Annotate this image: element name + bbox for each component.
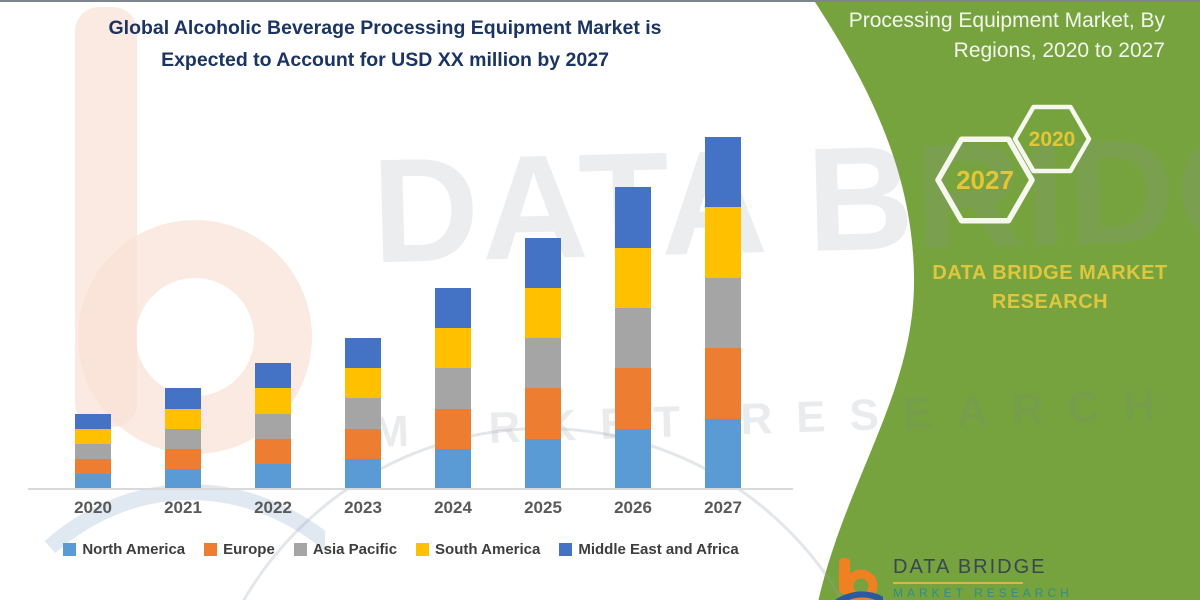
x-axis-label-2026: 2026 [614,498,652,517]
green-side-panel [815,2,1200,600]
legend-swatch-icon [416,543,430,556]
bar-segment-2025-north-america [525,438,561,489]
bar-segment-2022-south-america [255,388,291,414]
hexagon-2027-outline [935,136,1035,224]
bar-segment-2022-north-america [255,463,291,489]
legend-item-middle-east-and-africa: Middle East and Africa [559,541,739,558]
bar-segment-2026-europe [615,368,651,429]
bar-segment-2025-europe [525,388,561,439]
x-axis-label-2021: 2021 [164,498,202,517]
bar-segment-2020-asia-pacific [75,443,111,459]
year-hexagons: 2027 2020 [935,104,1092,224]
bar-segment-2020-north-america [75,473,111,489]
legend-label: Europe [223,541,275,558]
legend-swatch-icon [293,543,307,556]
hexagon-2027-label: 2027 [956,165,1014,195]
legend-label: Middle East and Africa [578,541,739,558]
bar-segment-2027-middle-east-and-africa [705,136,741,208]
legend-label: Asia Pacific [312,541,398,558]
chart-title-line1: Global Alcoholic Beverage Processing Equ… [108,17,662,39]
bar-segment-2021-middle-east-and-africa [165,388,201,409]
bar-segment-2022-europe [255,438,291,464]
bar-segment-2023-middle-east-and-africa [345,338,381,369]
hexagon-2020-outline [1012,104,1092,174]
bar-segment-2022-middle-east-and-africa [255,363,291,389]
bar-segment-2021-south-america [165,408,201,429]
bar-segment-2020-middle-east-and-africa [75,413,111,429]
chart-legend: North America Europe Asia Pacific South Ame… [30,541,772,558]
x-axis-label-2022: 2022 [254,498,292,517]
bar-segment-2024-south-america [435,328,471,369]
x-axis-label-2027: 2027 [704,498,742,517]
bar-segment-2027-north-america [705,418,741,489]
bar-segment-2024-north-america [435,448,471,489]
legend-label: North America [82,541,186,558]
brand-name-line1: DATA BRIDGE MARKET [932,262,1168,284]
footer-logo-b-icon [835,558,883,600]
bar-segment-2024-europe [435,408,471,449]
bar-segment-2024-asia-pacific [435,368,471,409]
side-heading-line1: Processing Equipment Market, By [848,9,1165,32]
bar-segment-2020-europe [75,458,111,474]
legend-swatch-icon [63,543,77,556]
legend-item-asia-pacific: Asia Pacific [293,541,398,558]
bar-segment-2025-asia-pacific [525,338,561,389]
footer-logo-text: DATA BRIDGE MARKET RESEARCH [893,556,1073,600]
side-panel-heading: Global Alcoholic Beverage Processing Equ… [840,2,1165,66]
bar-segment-2027-south-america [705,207,741,278]
bar-segment-2027-europe [705,348,741,419]
footer-logo: DATA BRIDGE MARKET RESEARCH [835,556,1073,600]
footer-logo-sub: MARKET RESEARCH [893,586,1073,600]
x-axis-label-2025: 2025 [524,498,562,517]
chart-title-line2: Expected to Account for USD XX million b… [161,49,609,71]
x-axis-label-2023: 2023 [344,498,382,517]
bar-segment-2026-south-america [615,247,651,308]
bar-segment-2023-europe [345,428,381,459]
bar-segment-2024-middle-east-and-africa [435,287,471,329]
bar-segment-2027-asia-pacific [705,277,741,349]
bar-segment-2021-north-america [165,468,201,489]
bar-segment-2023-south-america [345,368,381,399]
legend-item-europe: Europe [204,541,275,558]
legend-item-north-america: North America [63,541,185,558]
bar-segment-2020-south-america [75,428,111,444]
side-heading-line2: Regions, 2020 to 2027 [953,39,1165,62]
bar-segment-2023-north-america [345,458,381,489]
bar-segment-2025-south-america [525,287,561,339]
x-axis-line [28,488,793,490]
bar-segment-2026-north-america [615,428,651,489]
legend-swatch-icon [559,543,573,556]
brand-name: DATA BRIDGE MARKET RESEARCH [900,259,1200,317]
bar-segment-2022-asia-pacific [255,413,291,439]
x-axis-label-2024: 2024 [434,498,472,517]
bar-segment-2026-asia-pacific [615,307,651,369]
brand-name-line2: RESEARCH [991,291,1109,313]
legend-item-south-america: South America [416,541,540,558]
bar-segment-2021-europe [165,448,201,469]
chart-title: Global Alcoholic Beverage Processing Equ… [55,12,715,76]
bar-segment-2021-asia-pacific [165,428,201,449]
hexagon-2020-label: 2020 [1029,128,1076,151]
footer-logo-name: DATA BRIDGE [893,556,1047,578]
bar-segment-2023-asia-pacific [345,398,381,429]
footer-logo-rule [893,582,1023,584]
bar-segment-2026-middle-east-and-africa [615,187,651,248]
x-axis-label-2020: 2020 [74,498,112,517]
legend-label: South America [435,541,541,558]
bar-segment-2025-middle-east-and-africa [525,237,561,288]
legend-swatch-icon [204,543,218,556]
